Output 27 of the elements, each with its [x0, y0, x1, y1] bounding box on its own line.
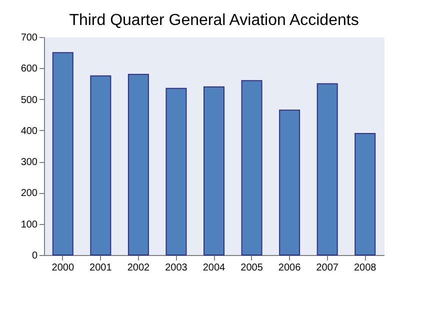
x-tick-label: 2007 [316, 262, 339, 274]
x-tick-label: 2001 [90, 262, 112, 274]
bar [52, 52, 74, 256]
bar [204, 86, 224, 256]
chart-title: Third Quarter General Aviation Accidents [69, 12, 359, 29]
x-tick-label: 2003 [165, 262, 188, 274]
y-tick-label: 0 [32, 250, 38, 262]
x-tick-label: 2000 [52, 262, 74, 274]
bar [166, 88, 187, 256]
bar [128, 74, 149, 256]
bar [241, 80, 262, 256]
y-tick-label: 500 [20, 94, 38, 106]
y-tick-label: 700 [20, 32, 38, 44]
x-tick-label: 2008 [354, 262, 377, 274]
y-tick-label: 400 [20, 126, 38, 137]
x-tick-label: 2005 [240, 262, 264, 274]
y-tick-label: 200 [20, 188, 38, 200]
x-tick-label: 2006 [278, 262, 302, 274]
bar [90, 75, 112, 256]
bar [279, 110, 300, 256]
bar [354, 133, 376, 256]
x-tick-label: 2002 [127, 262, 150, 274]
y-tick-label: 100 [20, 219, 38, 230]
y-tick-label: 600 [20, 64, 38, 75]
x-tick-label: 2004 [202, 262, 226, 274]
y-tick-label: 300 [20, 157, 38, 168]
bar [316, 83, 338, 256]
